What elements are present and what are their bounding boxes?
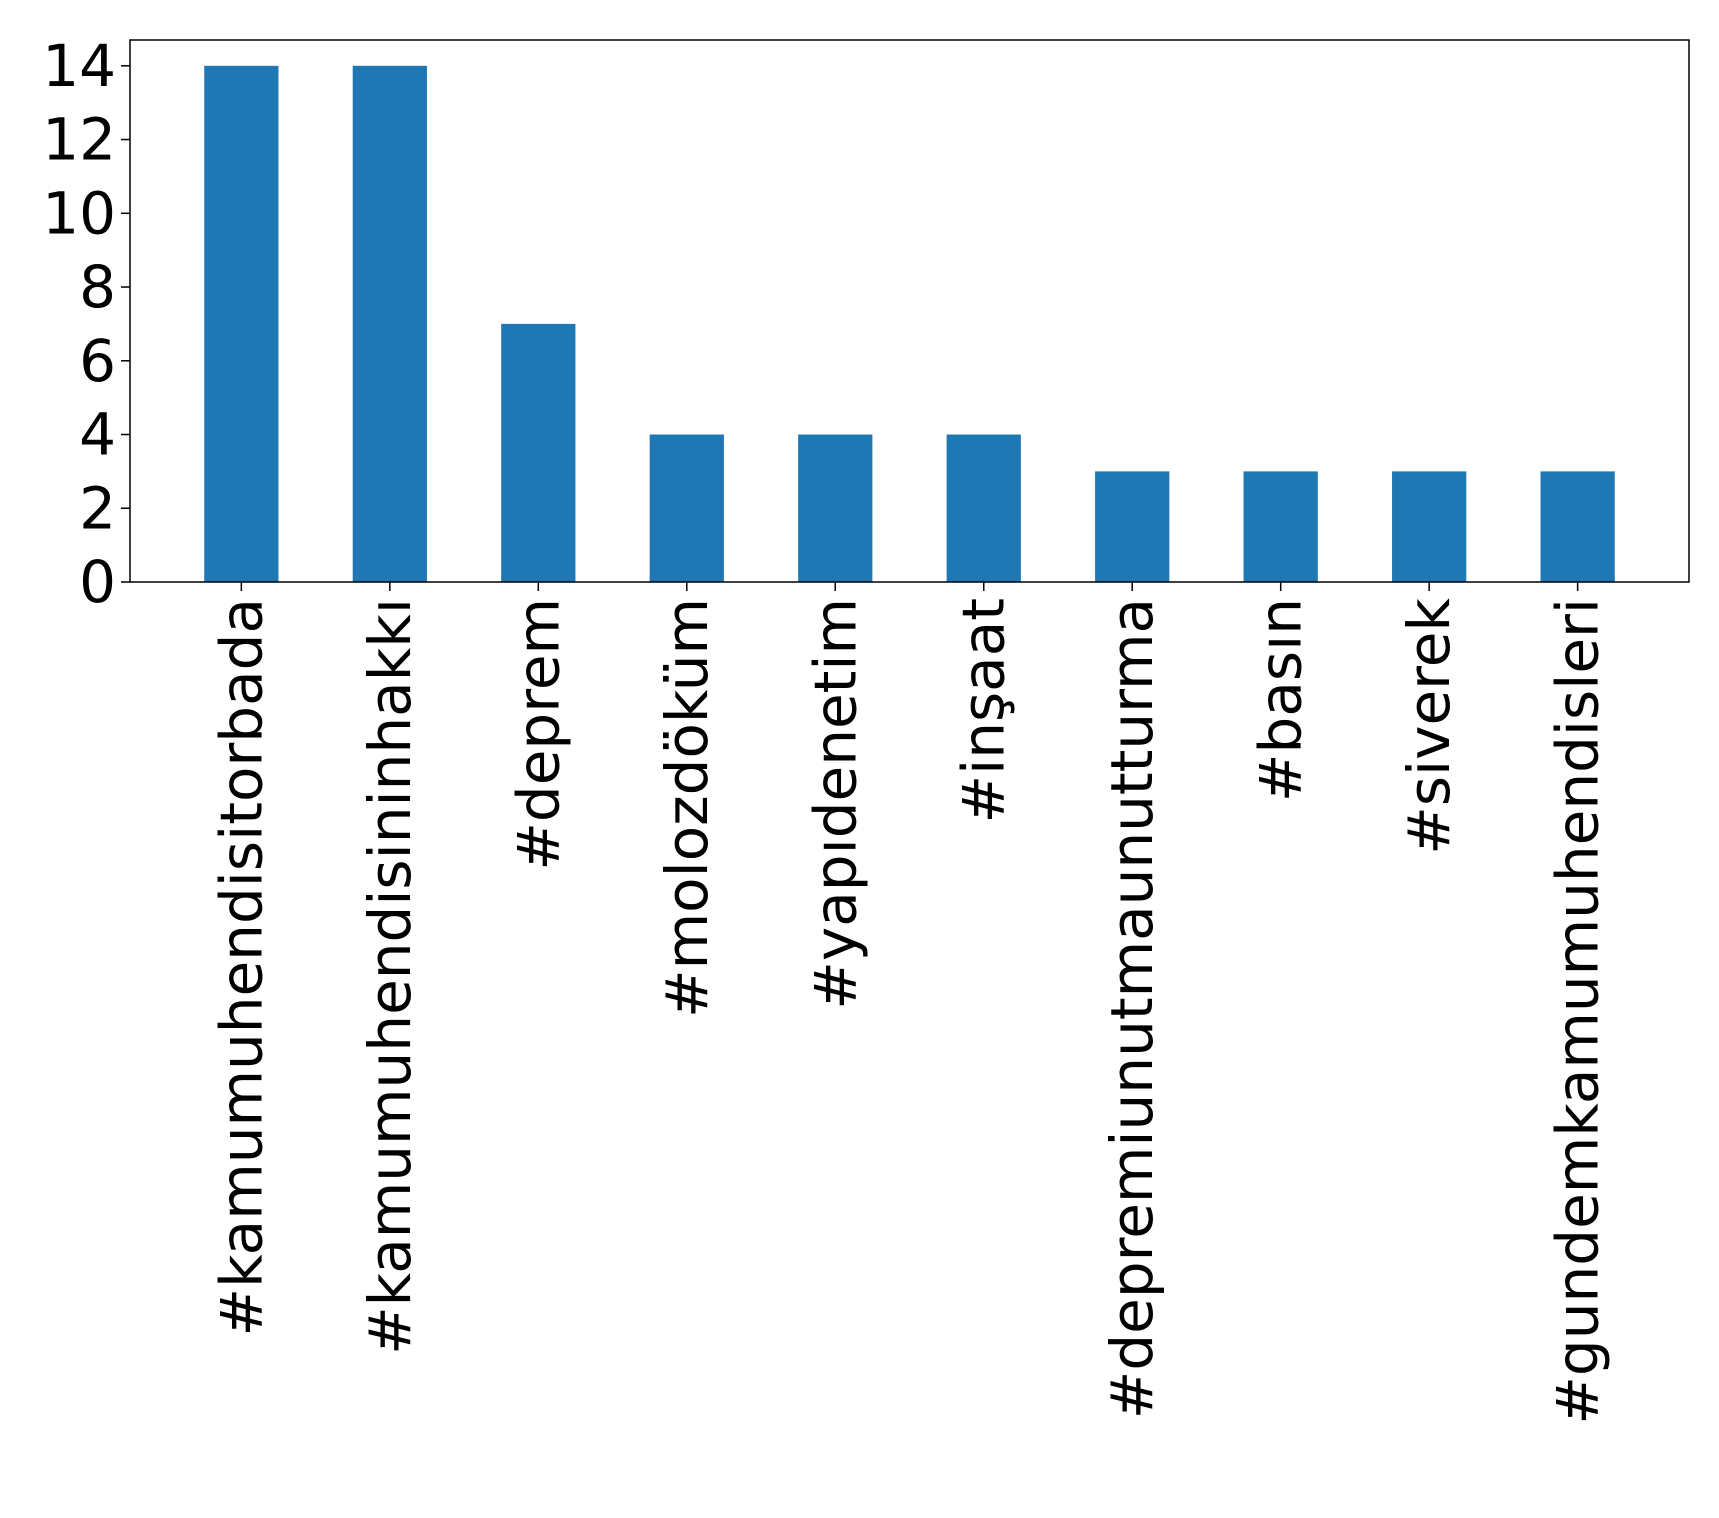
x-axis-ticks: #kamumuhendisitorbada #kamumuhendisininha…: [207, 582, 1612, 1425]
bar: [1095, 471, 1170, 582]
x-tick-label: #inşaat: [950, 598, 1018, 824]
y-tick-label: 8: [79, 253, 116, 321]
x-tick-label: #gundemkamumuhendisleri: [1544, 598, 1612, 1425]
bar: [501, 323, 576, 582]
x-tick-label: #kamumuhendisininhakkı: [356, 598, 424, 1355]
bar: [352, 65, 427, 583]
bar: [1540, 471, 1615, 582]
x-tick-label: #kamumuhendisitorbada: [207, 598, 275, 1336]
y-tick-label: 0: [79, 548, 116, 616]
x-tick-label: #deprem: [504, 598, 572, 871]
x-tick-label: #molozdöküm: [653, 598, 721, 1018]
x-tick-label: #basın: [1247, 598, 1315, 802]
y-tick-label: 10: [42, 179, 116, 247]
y-tick-label: 2: [79, 474, 116, 542]
bars-group: [204, 65, 1615, 583]
y-tick-label: 4: [79, 401, 116, 469]
y-tick-label: 6: [79, 327, 116, 395]
x-tick-label: #depremiunutmaunutturma: [1098, 598, 1166, 1419]
bar: [798, 434, 873, 582]
x-tick-label: #siverek: [1395, 598, 1463, 855]
bar: [946, 434, 1021, 582]
bar: [1243, 471, 1318, 582]
y-tick-label: 14: [42, 32, 116, 100]
plot-frame: [129, 39, 1690, 583]
x-tick-label: #yapıdenetim: [801, 598, 869, 1010]
y-tick-label: 12: [42, 106, 116, 174]
bar: [649, 434, 724, 582]
bar: [204, 65, 279, 583]
bar: [1392, 471, 1467, 582]
